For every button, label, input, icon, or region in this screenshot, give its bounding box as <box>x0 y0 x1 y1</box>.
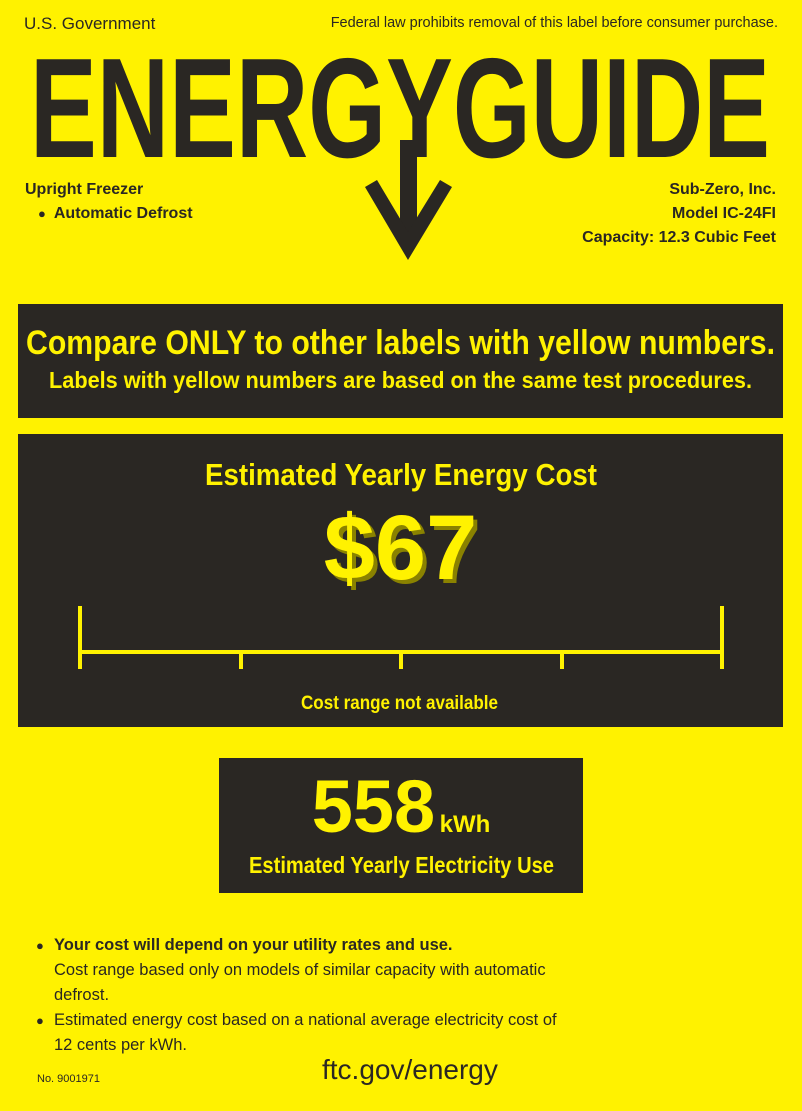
electricity-label-wrap: Estimated Yearly Electricity Use <box>249 852 554 878</box>
product-info: Upright Freezer ● Automatic Defrost <box>25 178 193 226</box>
kwh-value: 558 <box>311 765 436 848</box>
bullet-icon: ● <box>36 938 44 953</box>
compare-text: Compare ONLY to other labels with yellow… <box>26 324 775 393</box>
removal-notice: Federal law prohibits removal of this la… <box>330 15 778 31</box>
bullet-icon: ● <box>36 1013 44 1028</box>
compare-banner: Compare ONLY to other labels with yellow… <box>18 304 783 418</box>
note-bold: Your cost will depend on your utility ra… <box>54 936 453 954</box>
feature-label: Automatic Defrost <box>53 205 193 222</box>
note-text: Estimated energy cost based on a nationa… <box>54 1011 557 1054</box>
note-text: Cost range based only on models of simil… <box>54 961 546 1004</box>
model-info: Sub-Zero, Inc. Model IC-24FI Capacity: 1… <box>582 178 776 250</box>
range-note: Cost range not available <box>301 693 498 714</box>
kwh-unit: kWh <box>439 811 491 838</box>
cost-value: $67 <box>323 497 478 599</box>
feature-item: ● Automatic Defrost <box>25 202 193 226</box>
manufacturer: Sub-Zero, Inc. <box>669 181 776 198</box>
ftc-url[interactable]: ftc.gov/energy <box>322 1054 498 1085</box>
notes: ● Your cost will depend on your utility … <box>36 933 566 1058</box>
bullet-icon: ● <box>38 206 46 221</box>
capacity: Capacity: 12.3 Cubic Feet <box>582 229 776 246</box>
compare-subline: Labels with yellow numbers are based on … <box>49 367 752 393</box>
cost-title: Estimated Yearly Energy Cost <box>205 457 597 492</box>
government-label: U.S. Government <box>24 14 156 33</box>
kwh-readout: 558 kWh <box>219 764 583 849</box>
note-item: ● Estimated energy cost based on a natio… <box>36 1008 566 1058</box>
model-number: Model IC-24FI <box>671 205 776 222</box>
note-item: ● Your cost will depend on your utility … <box>36 933 566 1008</box>
down-arrow-icon <box>365 140 452 260</box>
electricity-use-panel: 558 kWh Estimated Yearly Electricity Use <box>219 758 583 893</box>
cost-range-scale: Estimated Yearly Energy Cost Cost range … <box>78 457 724 714</box>
electricity-label: Estimated Yearly Electricity Use <box>249 852 554 878</box>
product-type: Upright Freezer <box>25 181 144 198</box>
label-number: No. 9001971 <box>37 1073 100 1085</box>
energy-cost-panel: Estimated Yearly Energy Cost Cost range … <box>18 434 783 727</box>
compare-headline: Compare ONLY to other labels with yellow… <box>26 324 775 362</box>
